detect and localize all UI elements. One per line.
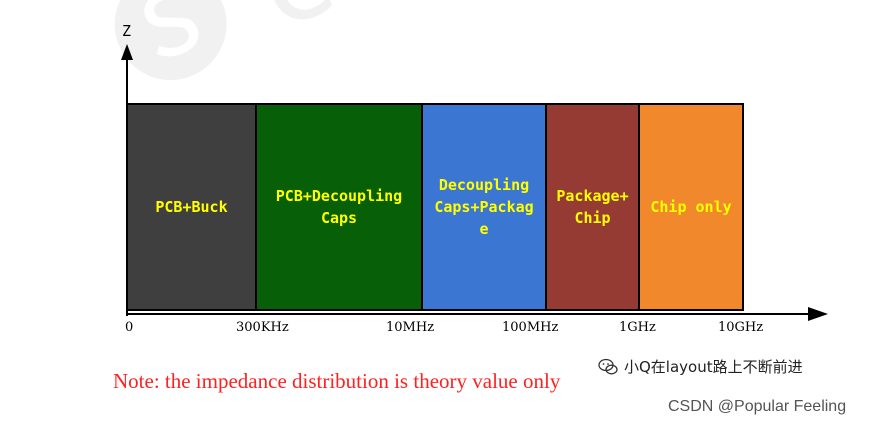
x-axis — [126, 313, 812, 315]
band-decoupling-caps-package: Decoupling Caps+Packag e — [421, 103, 547, 311]
wechat-account-name: 小Q在layout路上不断前进 — [624, 358, 803, 376]
band-label: PCB+Decoupling Caps — [275, 187, 403, 227]
band-chip-only: Chip only — [638, 103, 744, 311]
wechat-icon — [598, 358, 618, 374]
wechat-watermark: 小Q在layout路上不断前进 — [598, 356, 803, 377]
x-axis-arrow — [808, 307, 828, 321]
band-pcb-buck: PCB+Buck — [126, 103, 257, 311]
x-tick-label: 100MHz — [502, 320, 559, 335]
band-package-chip: Package+ Chip — [545, 103, 640, 311]
band-label: Package+ Chip — [556, 187, 629, 227]
y-axis-label: Z — [122, 22, 132, 40]
x-tick-label: 0 — [125, 320, 134, 335]
x-tick-label: 10MHz — [386, 320, 435, 335]
band-label: Decoupling Caps+Packag e — [434, 176, 534, 238]
band-label: PCB+Buck — [155, 198, 228, 216]
x-tick-label: 1GHz — [619, 320, 656, 335]
x-tick-label: 300KHz — [236, 320, 289, 335]
y-axis-arrow — [121, 44, 133, 60]
csdn-watermark: CSDN @Popular Feeling — [668, 398, 847, 415]
x-tick-label: 10GHz — [718, 320, 764, 335]
band-label: Chip only — [650, 198, 732, 216]
theory-note: Note: the impedance distribution is theo… — [113, 369, 561, 393]
band-pcb-decoupling-caps: PCB+Decoupling Caps — [255, 103, 423, 311]
